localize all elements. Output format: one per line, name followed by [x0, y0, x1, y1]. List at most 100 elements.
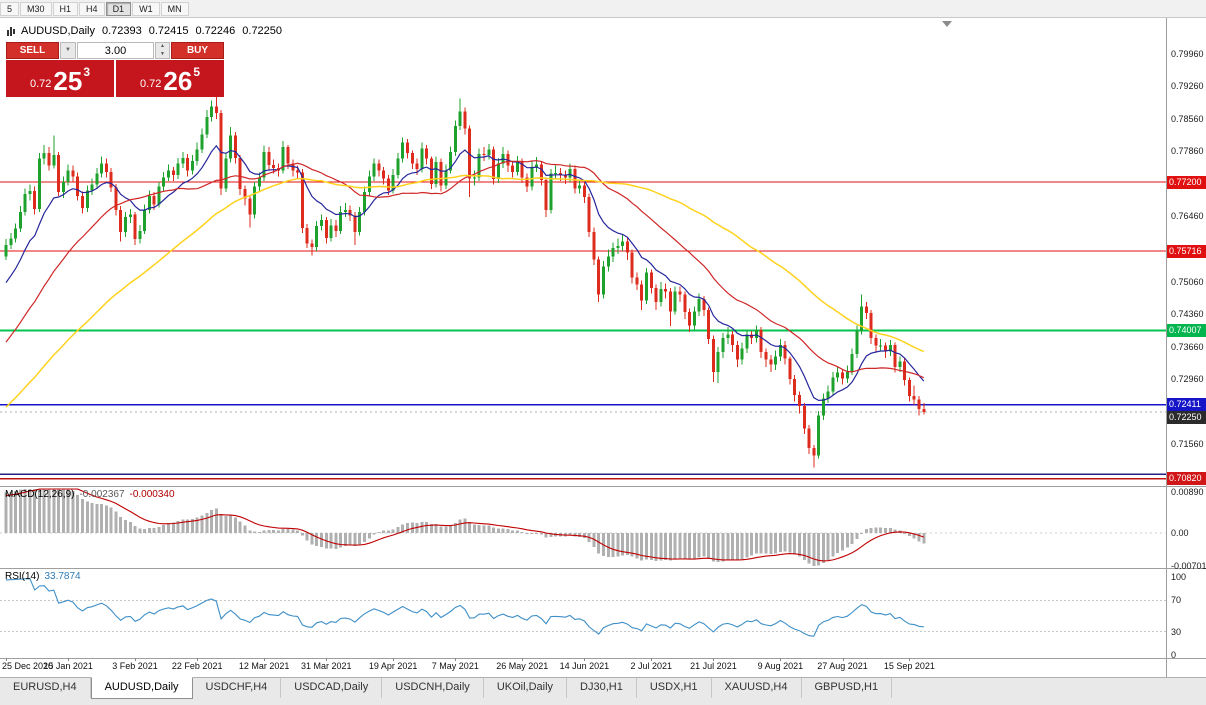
date-label: 21 Jul 2021: [690, 661, 737, 671]
timeframe-button-m30[interactable]: M30: [20, 1, 52, 16]
date-tick: [393, 658, 395, 661]
date-label: 25 Dec 2020: [2, 661, 54, 671]
chart-tab-bar: EURUSD,H4 AUDUSD,Daily USDCHF,H4 USDCAD,Dai…: [0, 677, 1206, 705]
chart-icon: [7, 26, 15, 36]
date-tick: [842, 658, 844, 661]
chart-shift-marker-icon[interactable]: [942, 21, 952, 27]
macd-main-value: -0.002367: [79, 489, 125, 500]
date-tick: [6, 658, 7, 661]
price-axis-label: 0.76460: [1171, 211, 1204, 222]
date-tick: [780, 658, 782, 661]
date-label: 7 May 2021: [431, 661, 479, 671]
macd-header: MACD(12,26,9) -0.002367 -0.000340: [5, 489, 175, 500]
chart-tab-xauusd[interactable]: XAUUSD,H4: [712, 678, 802, 698]
macd-axis-label: -0.00701: [1171, 560, 1206, 571]
date-label: 19 Apr 2021: [368, 661, 418, 671]
date-label: 15 Jan 2021: [43, 661, 93, 671]
ask-price-display[interactable]: 0.72 26 5: [116, 60, 224, 97]
date-label: 14 Jun 2021: [559, 661, 610, 671]
date-tick: [584, 658, 586, 661]
chart-tab-usdchf[interactable]: USDCHF,H4: [193, 678, 282, 698]
bid-price-display[interactable]: 0.72 25 3: [6, 60, 114, 97]
date-tick: [522, 658, 524, 661]
ohlc-readout: AUDUSD,Daily 0.72393 0.72415 0.72246 0.7…: [7, 25, 282, 37]
pane-separator-macd-rsi[interactable]: [0, 568, 1206, 569]
macd-axis-label: 0.00: [1171, 528, 1189, 538]
macd-signal-value: -0.000340: [129, 489, 175, 500]
stepper-up-icon[interactable]: ▲: [160, 43, 165, 49]
date-tick: [68, 658, 70, 661]
bid-big-digits: 25: [53, 66, 83, 96]
chart-tab-usdcad[interactable]: USDCAD,Daily: [281, 678, 383, 698]
rsi-value: 33.7874: [44, 571, 81, 582]
timeframe-button-d1[interactable]: D1: [105, 1, 132, 16]
price-tag: 0.70820: [1167, 472, 1206, 486]
volume-stepper[interactable]: ▲ ▼: [155, 42, 170, 59]
chart-tab-dj30[interactable]: DJ30,H1: [567, 678, 637, 698]
one-click-trading-panel: SELL ▼ ▲▼ BUY 0.72 25 3 0.72 26 5: [6, 42, 224, 97]
date-tick: [651, 658, 653, 661]
date-label: 15 Sep 2021: [883, 661, 935, 671]
low-value: 0.72246: [195, 25, 236, 37]
rsi-label: RSI(14): [5, 571, 40, 582]
rsi-axis-label: 70: [1171, 595, 1182, 606]
price-axis-separator: [1166, 18, 1167, 677]
volume-dropdown-icon[interactable]: ▼: [60, 42, 76, 59]
sell-button[interactable]: SELL: [6, 42, 59, 59]
chart-tab-audusd[interactable]: AUDUSD,Daily: [90, 677, 193, 699]
price-axis-label: 0.75060: [1171, 276, 1204, 287]
date-tick: [135, 658, 137, 661]
date-label: 12 Mar 2021: [238, 661, 290, 671]
price-axis-label: 0.77860: [1171, 146, 1204, 157]
date-label: 27 Aug 2021: [817, 661, 868, 671]
pane-separator-rsi-dates: [0, 658, 1206, 659]
date-tick: [326, 658, 328, 661]
chart-tab-ukoil[interactable]: UKOil,Daily: [484, 678, 568, 698]
horizontal-level-lines[interactable]: [0, 181, 1166, 480]
moving-average-lines: [5, 144, 925, 408]
rsi-indicator: [0, 578, 1166, 637]
pane-separator-main-macd[interactable]: [0, 486, 1206, 487]
date-tick: [909, 658, 911, 661]
volume-input[interactable]: [77, 42, 154, 59]
chart-tab-eurusd[interactable]: EURUSD,H4: [0, 678, 91, 698]
price-axis-label: 0.73660: [1171, 341, 1204, 352]
price-axis-label: 0.71560: [1171, 439, 1204, 450]
macd-label: MACD(12,26,9): [5, 489, 75, 500]
chart-canvas[interactable]: [0, 0, 1166, 677]
bid-pipette: 3: [83, 65, 91, 79]
chart-tab-usdcnh[interactable]: USDCNH,Daily: [382, 678, 484, 698]
timeframe-button-mn[interactable]: MN: [160, 1, 189, 16]
bid-prefix: 0.72: [29, 78, 52, 90]
price-axis-label: 0.78560: [1171, 113, 1204, 124]
timeframe-button-5[interactable]: 5: [0, 1, 20, 16]
chart-tab-usdx[interactable]: USDX,H1: [637, 678, 712, 698]
date-tick: [197, 658, 199, 661]
price-axis-label: 0.79260: [1171, 81, 1204, 92]
rsi-axis-label: 0: [1171, 650, 1177, 660]
ask-pipette: 5: [193, 65, 201, 79]
date-label: 2 Jul 2021: [630, 661, 673, 671]
price-tag: 0.72250: [1167, 411, 1206, 425]
price-axis-label: 0.72960: [1171, 374, 1204, 385]
price-tag: 0.75716: [1167, 244, 1206, 258]
price-tag: 0.72411: [1167, 398, 1206, 412]
open-value: 0.72393: [101, 25, 142, 37]
stepper-down-icon[interactable]: ▼: [160, 50, 165, 57]
date-label: 22 Feb 2021: [171, 661, 223, 671]
buy-button[interactable]: BUY: [171, 42, 224, 59]
ask-big-digits: 26: [163, 66, 193, 96]
macd-indicator: [0, 488, 1166, 566]
price-axis-label: 0.79960: [1171, 48, 1204, 59]
timeframe-button-h1[interactable]: H1: [52, 1, 79, 16]
chart-tab-gbpusd[interactable]: GBPUSD,H1: [802, 678, 893, 698]
date-label: 3 Feb 2021: [112, 661, 158, 671]
ask-prefix: 0.72: [139, 78, 162, 90]
candlesticks: [4, 95, 926, 468]
price-axis-label: 0.74360: [1171, 309, 1204, 320]
symbol-name: AUDUSD,Daily: [21, 25, 95, 37]
timeframe-button-h4[interactable]: H4: [79, 1, 105, 16]
timeframe-button-w1[interactable]: W1: [132, 1, 160, 16]
rsi-axis-label: 30: [1171, 626, 1182, 637]
